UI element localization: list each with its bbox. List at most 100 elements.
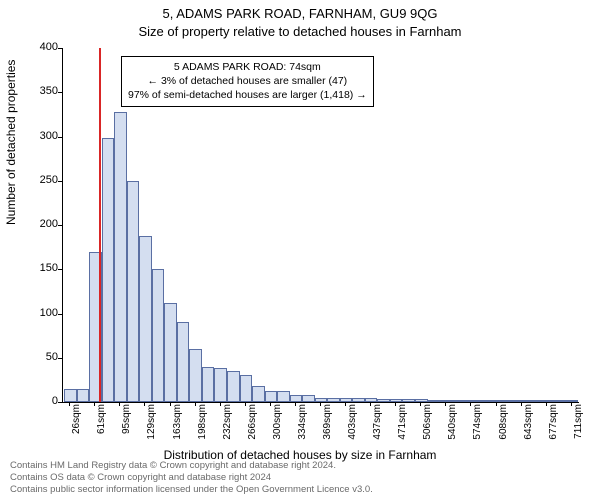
y-tick-label: 100 xyxy=(28,307,58,319)
histogram-bar xyxy=(490,400,503,402)
histogram-bar xyxy=(277,391,290,402)
histogram-bar xyxy=(77,389,90,402)
x-tick-label: 26sqm xyxy=(71,404,82,444)
y-tick-label: 300 xyxy=(28,130,58,142)
histogram-bar xyxy=(152,269,165,402)
y-tick-mark xyxy=(58,48,62,49)
x-tick-mark xyxy=(170,402,171,406)
y-tick-label: 50 xyxy=(28,351,58,363)
y-axis-label: Number of detached properties xyxy=(4,60,18,225)
y-tick-mark xyxy=(58,358,62,359)
annot-line3: 97% of semi-detached houses are larger (… xyxy=(128,88,367,102)
x-tick-label: 403sqm xyxy=(347,404,358,444)
x-tick-mark xyxy=(370,402,371,406)
y-tick-mark xyxy=(58,314,62,315)
x-tick-mark xyxy=(546,402,547,406)
x-tick-label: 129sqm xyxy=(146,404,157,444)
y-tick-mark xyxy=(58,181,62,182)
x-tick-mark xyxy=(220,402,221,406)
reference-annotation: 5 ADAMS PARK ROAD: 74sqm ← 3% of detache… xyxy=(121,56,374,107)
x-tick-label: 95sqm xyxy=(121,404,132,444)
x-tick-label: 334sqm xyxy=(297,404,308,444)
histogram-bar xyxy=(252,386,265,402)
histogram-bar xyxy=(340,398,353,402)
histogram-bar xyxy=(189,349,202,402)
footer-line1: Contains HM Land Registry data © Crown c… xyxy=(10,460,373,472)
x-tick-label: 198sqm xyxy=(197,404,208,444)
histogram-bar xyxy=(214,368,227,402)
x-tick-label: 300sqm xyxy=(272,404,283,444)
histogram-bar xyxy=(428,400,441,402)
histogram-bar xyxy=(327,398,340,402)
histogram-bar xyxy=(139,236,152,402)
page-title-address: 5, ADAMS PARK ROAD, FARNHAM, GU9 9QG xyxy=(0,6,600,21)
x-tick-mark xyxy=(295,402,296,406)
histogram-bar xyxy=(440,400,453,402)
x-tick-label: 574sqm xyxy=(472,404,483,444)
x-tick-label: 369sqm xyxy=(322,404,333,444)
histogram-bar xyxy=(478,400,491,402)
x-tick-mark xyxy=(320,402,321,406)
y-tick-mark xyxy=(58,402,62,403)
histogram-bar xyxy=(515,400,528,402)
y-tick-mark xyxy=(58,137,62,138)
histogram-bar xyxy=(365,398,378,402)
x-tick-label: 608sqm xyxy=(498,404,509,444)
histogram-bar xyxy=(114,112,127,402)
histogram-plot: 5 ADAMS PARK ROAD: 74sqm ← 3% of detache… xyxy=(62,48,579,403)
x-tick-label: 163sqm xyxy=(172,404,183,444)
y-tick-mark xyxy=(58,269,62,270)
x-tick-label: 437sqm xyxy=(372,404,383,444)
histogram-bar xyxy=(290,395,303,402)
histogram-bar xyxy=(102,138,115,402)
x-tick-label: 471sqm xyxy=(397,404,408,444)
x-tick-label: 266sqm xyxy=(247,404,258,444)
histogram-bar xyxy=(402,399,415,402)
x-tick-mark xyxy=(345,402,346,406)
histogram-bar xyxy=(528,400,541,402)
y-tick-mark xyxy=(58,225,62,226)
x-tick-label: 677sqm xyxy=(548,404,559,444)
histogram-bar xyxy=(302,395,315,402)
x-tick-mark xyxy=(571,402,572,406)
y-tick-mark xyxy=(58,92,62,93)
x-tick-mark xyxy=(245,402,246,406)
y-tick-label: 400 xyxy=(28,41,58,53)
y-tick-label: 350 xyxy=(28,85,58,97)
histogram-bar xyxy=(565,400,578,402)
footer-line2: Contains OS data © Crown copyright and d… xyxy=(10,472,373,484)
histogram-bar xyxy=(64,389,77,402)
annot-line1: 5 ADAMS PARK ROAD: 74sqm xyxy=(128,60,367,74)
reference-line xyxy=(99,48,101,402)
x-tick-label: 540sqm xyxy=(447,404,458,444)
histogram-bar xyxy=(553,400,566,402)
x-tick-mark xyxy=(521,402,522,406)
y-tick-label: 250 xyxy=(28,174,58,186)
histogram-bar xyxy=(164,303,177,402)
histogram-bar xyxy=(352,398,365,402)
x-tick-label: 232sqm xyxy=(222,404,233,444)
x-tick-mark xyxy=(195,402,196,406)
histogram-bar xyxy=(227,371,240,402)
histogram-bar xyxy=(415,399,428,402)
histogram-bar xyxy=(377,399,390,402)
histogram-bar xyxy=(265,391,278,402)
y-tick-label: 200 xyxy=(28,218,58,230)
histogram-bar xyxy=(240,375,253,402)
page-title-subtitle: Size of property relative to detached ho… xyxy=(0,24,600,39)
histogram-bar xyxy=(127,181,140,402)
y-tick-label: 0 xyxy=(28,395,58,407)
x-tick-label: 506sqm xyxy=(422,404,433,444)
y-tick-label: 150 xyxy=(28,262,58,274)
x-tick-label: 643sqm xyxy=(523,404,534,444)
histogram-bar xyxy=(453,400,466,402)
histogram-bar xyxy=(177,322,190,402)
x-tick-label: 711sqm xyxy=(573,404,584,444)
footer-attribution: Contains HM Land Registry data © Crown c… xyxy=(10,460,373,496)
histogram-bar xyxy=(503,400,516,402)
footer-line3: Contains public sector information licen… xyxy=(10,484,373,496)
histogram-bar xyxy=(202,367,215,402)
x-tick-mark xyxy=(270,402,271,406)
x-tick-mark xyxy=(496,402,497,406)
annot-line2: ← 3% of detached houses are smaller (47) xyxy=(128,74,367,88)
